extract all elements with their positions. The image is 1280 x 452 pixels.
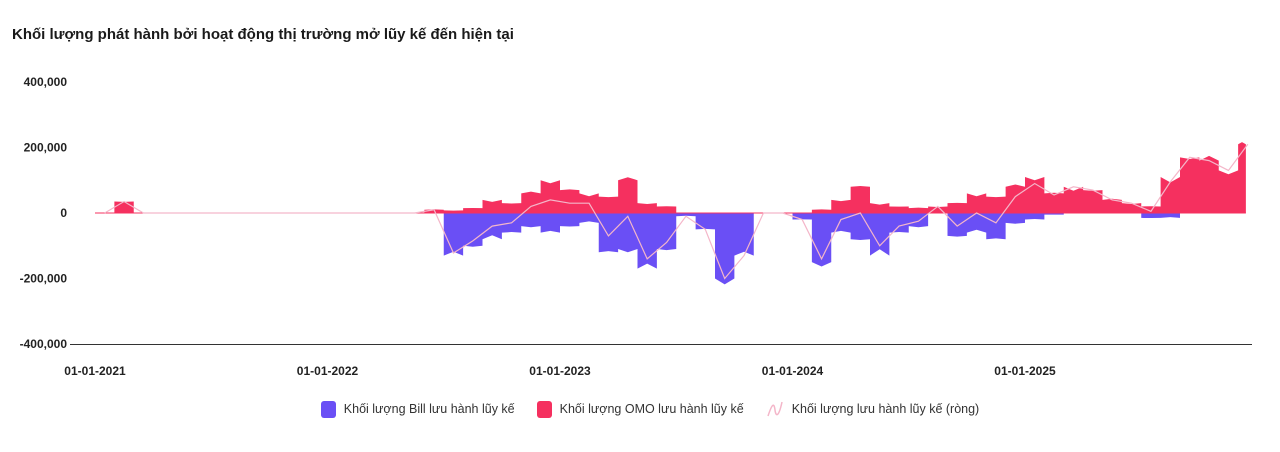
legend-label-omo: Khối lượng OMO lưu hành lũy kế xyxy=(559,402,744,416)
legend-swatch-omo xyxy=(536,400,552,418)
net-line xyxy=(104,143,1249,280)
y-tick-label: 400,000 xyxy=(24,75,68,89)
legend-item-bill[interactable]: Khối lượng Bill lưu hành lũy kế xyxy=(320,400,515,418)
x-tick-label: 01-01-2024 xyxy=(762,364,824,378)
x-tick-label: 01-01-2023 xyxy=(529,364,591,378)
x-tick-label: 01-01-2025 xyxy=(994,364,1056,378)
bill-area xyxy=(95,213,1246,285)
legend-item-net[interactable]: Khối lượng lưu hành lũy kế (ròng) xyxy=(766,400,980,418)
y-tick-label: -400,000 xyxy=(20,337,68,351)
legend-label-net: Khối lượng lưu hành lũy kế (ròng) xyxy=(791,402,980,416)
omo-area xyxy=(95,142,1246,213)
legend-item-omo[interactable]: Khối lượng OMO lưu hành lũy kế xyxy=(536,400,744,418)
legend: Khối lượng Bill lưu hành lũy kế Khối lượ… xyxy=(0,400,1280,418)
legend-label-bill: Khối lượng Bill lưu hành lũy kế xyxy=(343,402,515,416)
chart-title: Khối lượng phát hành bởi hoạt động thị t… xyxy=(12,26,514,43)
line-icon xyxy=(766,401,783,417)
x-tick-label: 01-01-2021 xyxy=(64,364,126,378)
y-tick-label: -200,000 xyxy=(20,272,68,286)
y-tick-label: 200,000 xyxy=(24,141,68,155)
legend-swatch-bill xyxy=(320,400,336,418)
x-tick-label: 01-01-2022 xyxy=(297,364,359,378)
y-tick-label: 0 xyxy=(60,206,67,220)
